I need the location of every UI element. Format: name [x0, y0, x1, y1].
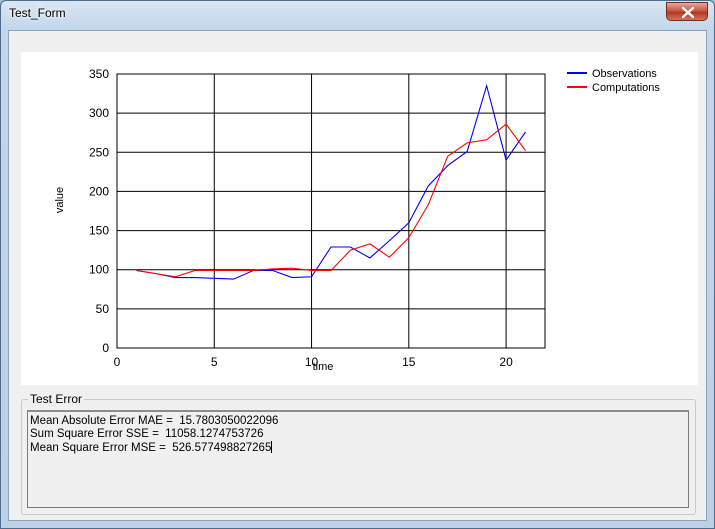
x-tick-label: 15: [402, 355, 416, 369]
mae-line: Mean Absolute Error MAE = 15.78030500220…: [30, 415, 279, 427]
x-tick-label: 5: [211, 355, 218, 369]
test-error-textbox[interactable]: Mean Absolute Error MAE = 15.78030500220…: [27, 410, 689, 508]
y-tick-label: 50: [96, 302, 110, 316]
plot-border: [116, 73, 546, 349]
close-icon: [682, 7, 694, 18]
text-caret: [271, 441, 273, 453]
legend-label-observations: Observations: [592, 68, 657, 80]
legend-label-computations: Computations: [592, 82, 660, 94]
y-tick-label: 250: [89, 145, 109, 159]
sse-line: Sum Square Error SSE = 11058.1274753726: [30, 428, 264, 440]
series-line-computations: [136, 123, 526, 278]
y-tick-label: 100: [89, 263, 109, 277]
plot-area: [116, 73, 546, 349]
close-button[interactable]: [666, 2, 708, 21]
chart-legend: Observations Computations: [567, 68, 660, 94]
y-tick-labels: 0 50 100 150 200 250 300 350: [89, 67, 109, 355]
y-tick-label: 300: [89, 106, 109, 120]
x-tick-label: 0: [114, 355, 121, 369]
mse-line: Mean Square Error MSE = 526.577498827265: [30, 442, 272, 454]
y-tick-label: 150: [89, 224, 109, 238]
series-line-observations: [136, 83, 526, 280]
mse-line-wrap: Mean Square Error MSE = 526.577498827265: [30, 441, 686, 455]
title-bar[interactable]: Test_Form: [1, 1, 714, 27]
x-tick-label: 10: [305, 355, 319, 369]
y-axis-label: value: [54, 187, 66, 213]
x-tick-labels: 0 5 10 15 20: [114, 355, 513, 369]
y-tick-label: 350: [89, 67, 109, 81]
x-tick-label: 20: [499, 355, 513, 369]
form-client-area: 0 5 10 15 20 0 50 100 150 200 250 300 350 time valu…: [8, 30, 707, 521]
chart-grid: [116, 73, 545, 349]
x-axis-label: time: [313, 361, 334, 373]
series-layer: [136, 83, 526, 280]
y-tick-label: 0: [102, 341, 109, 355]
test-error-label: Test Error: [28, 392, 85, 406]
window-title: Test_Form: [9, 6, 66, 20]
y-tick-label: 200: [89, 184, 109, 198]
line-chart: 0 5 10 15 20 0 50 100 150 200 250 300 350 time valu…: [54, 67, 660, 373]
chart-panel: 0 5 10 15 20 0 50 100 150 200 250 300 350 time valu…: [21, 52, 698, 385]
test-error-groupbox: Test Error Mean Absolute Error MAE = 15.…: [21, 392, 696, 515]
